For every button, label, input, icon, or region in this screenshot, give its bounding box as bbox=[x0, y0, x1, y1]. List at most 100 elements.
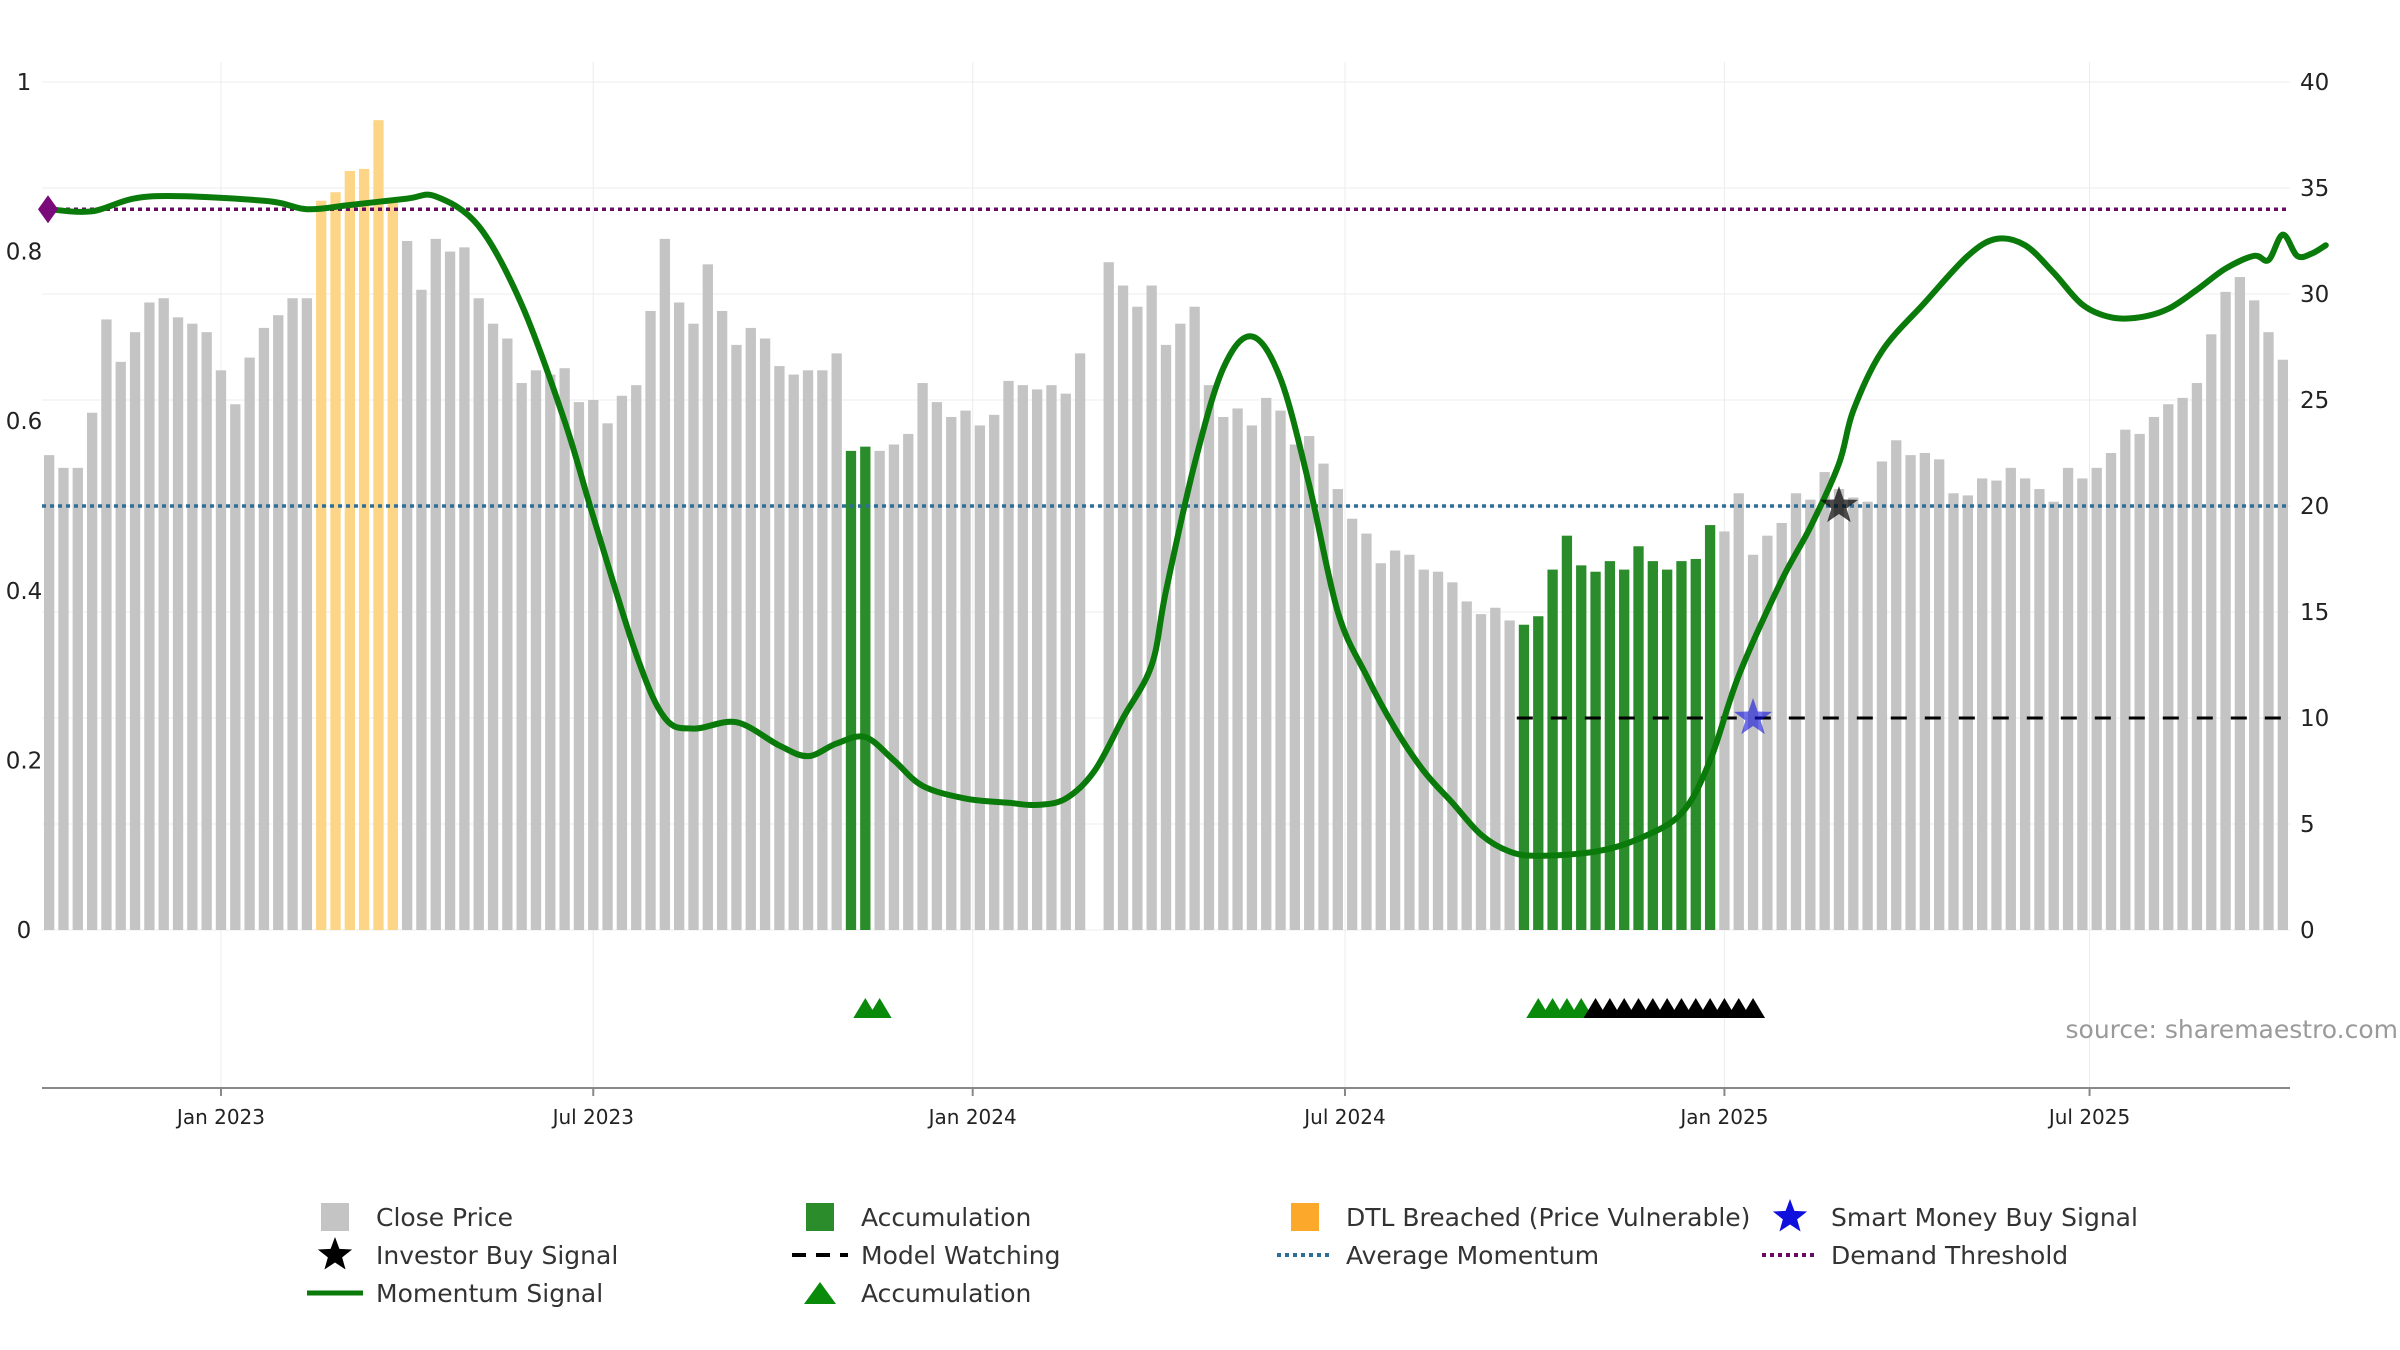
legend-label: Close Price bbox=[376, 1202, 514, 1232]
close-price-bar bbox=[1790, 493, 1802, 930]
legend-label: Model Watching bbox=[861, 1240, 1061, 1270]
close-price-bar bbox=[1776, 522, 1787, 930]
close-price-bar bbox=[1833, 489, 1845, 930]
signal-lines bbox=[42, 191, 2329, 859]
close-price-bar bbox=[2034, 489, 2045, 930]
close-price-bar bbox=[731, 344, 742, 930]
close-price-bar bbox=[72, 467, 83, 930]
close-price-bar bbox=[845, 450, 857, 930]
close-price-bar bbox=[2163, 404, 2174, 930]
close-price-bar bbox=[573, 402, 585, 930]
close-price-bar bbox=[588, 400, 599, 930]
green-square-icon bbox=[806, 1203, 834, 1231]
close-price-bar bbox=[602, 423, 613, 930]
close-price-bar bbox=[1461, 601, 1472, 930]
close-price-bar bbox=[230, 404, 241, 930]
close-price-bar bbox=[1891, 440, 1902, 930]
close-price-bar bbox=[1733, 493, 1744, 930]
close-price-bar bbox=[788, 374, 799, 930]
close-price-bar bbox=[1619, 569, 1630, 930]
close-price-bar bbox=[1647, 561, 1658, 930]
close-price-bar bbox=[903, 433, 914, 930]
close-price-bar bbox=[2062, 467, 2074, 930]
close-price-bar bbox=[702, 264, 713, 930]
close-price-bar bbox=[1261, 397, 1272, 930]
legend: Close Price Accumulation DTL Breached (P… bbox=[300, 1199, 2200, 1330]
close-price-bar bbox=[401, 241, 413, 930]
close-price-bar bbox=[1590, 571, 1601, 930]
close-price-bar bbox=[1633, 546, 1644, 930]
close-price-bar bbox=[2249, 300, 2260, 930]
accumulation-marker-green bbox=[867, 998, 892, 1018]
close-price-bar bbox=[1289, 444, 1301, 930]
close-price-bar bbox=[1962, 495, 1973, 930]
legend-close-price: Close Price bbox=[300, 1200, 513, 1234]
legend-investor-buy: Investor Buy Signal bbox=[300, 1237, 618, 1272]
close-price-bar bbox=[2277, 359, 2288, 931]
close-price-bar bbox=[316, 200, 327, 931]
close-price-bar bbox=[459, 247, 470, 931]
close-price-bar bbox=[1690, 559, 1701, 930]
close-price-bar bbox=[946, 416, 957, 931]
date-tick-label: Jul 2023 bbox=[551, 1105, 634, 1129]
close-price-bar bbox=[1046, 385, 1057, 930]
close-price-bar bbox=[201, 332, 212, 930]
close-price-bar bbox=[1017, 385, 1028, 930]
close-price-bar bbox=[2234, 277, 2246, 930]
close-price-bar bbox=[1948, 493, 1959, 930]
close-price-bar bbox=[1819, 472, 1830, 930]
close-price-bar bbox=[530, 370, 542, 930]
close-price-bar bbox=[745, 327, 756, 930]
close-price-bar bbox=[817, 370, 828, 930]
close-price-bar bbox=[1375, 563, 1386, 930]
left-axis-tick-label: 1 bbox=[17, 70, 32, 96]
right-axis-tick-label: 20 bbox=[2300, 494, 2329, 520]
close-price-bar bbox=[545, 374, 556, 930]
close-price-bar bbox=[516, 383, 527, 930]
legend-accumulation-bar: Accumulation bbox=[785, 1200, 1031, 1234]
close-price-bar bbox=[1418, 569, 1429, 930]
close-price-bar bbox=[1074, 353, 1086, 930]
close-price-bar bbox=[931, 402, 943, 930]
close-price-bar bbox=[1447, 582, 1458, 930]
close-price-bar bbox=[1805, 499, 1816, 930]
right-axis-tick-label: 15 bbox=[2300, 600, 2329, 626]
close-price-bar bbox=[1862, 501, 1873, 930]
green-line-icon bbox=[307, 1290, 363, 1296]
close-price-bar bbox=[1246, 425, 1258, 930]
close-price-bar bbox=[1160, 344, 1172, 930]
close-price-bar bbox=[960, 410, 971, 931]
close-price-bar bbox=[1905, 455, 1916, 930]
right-axis-tick-label: 25 bbox=[2300, 388, 2329, 414]
close-price-bar bbox=[359, 168, 370, 931]
close-price-bar bbox=[645, 310, 656, 931]
close-price-bar bbox=[330, 192, 341, 931]
grey-square-icon bbox=[321, 1203, 349, 1231]
close-price-bar bbox=[44, 455, 55, 930]
close-price-bar bbox=[387, 200, 398, 931]
date-tick-label: Jan 2025 bbox=[1678, 1105, 1768, 1129]
close-price-bar bbox=[1533, 616, 1544, 930]
close-price-bar bbox=[1747, 554, 1759, 930]
close-price-bar bbox=[101, 319, 112, 930]
close-price-bar bbox=[287, 298, 298, 930]
close-price-bar bbox=[1189, 306, 1200, 931]
green-triangle-icon bbox=[804, 1282, 836, 1304]
legend-smart-money: Smart Money Buy Signal bbox=[1755, 1199, 2138, 1234]
close-price-bar bbox=[1117, 285, 1129, 930]
close-price-bar bbox=[831, 353, 842, 930]
close-price-bar bbox=[215, 370, 227, 930]
close-price-bar bbox=[874, 450, 885, 930]
investor-buy-star bbox=[1819, 486, 1858, 523]
close-price-bar bbox=[1275, 410, 1286, 931]
close-price-bar bbox=[344, 171, 356, 931]
close-price-bar bbox=[1318, 463, 1329, 930]
close-price-bar bbox=[974, 425, 986, 930]
source-label: source: sharemaestro.com bbox=[2066, 1015, 2399, 1044]
close-price-bar bbox=[1103, 262, 1114, 930]
close-price-bar bbox=[1547, 569, 1558, 930]
close-price-bar bbox=[2263, 332, 2274, 930]
close-price-bar bbox=[1934, 459, 1945, 930]
close-price-bar bbox=[1060, 393, 1071, 930]
